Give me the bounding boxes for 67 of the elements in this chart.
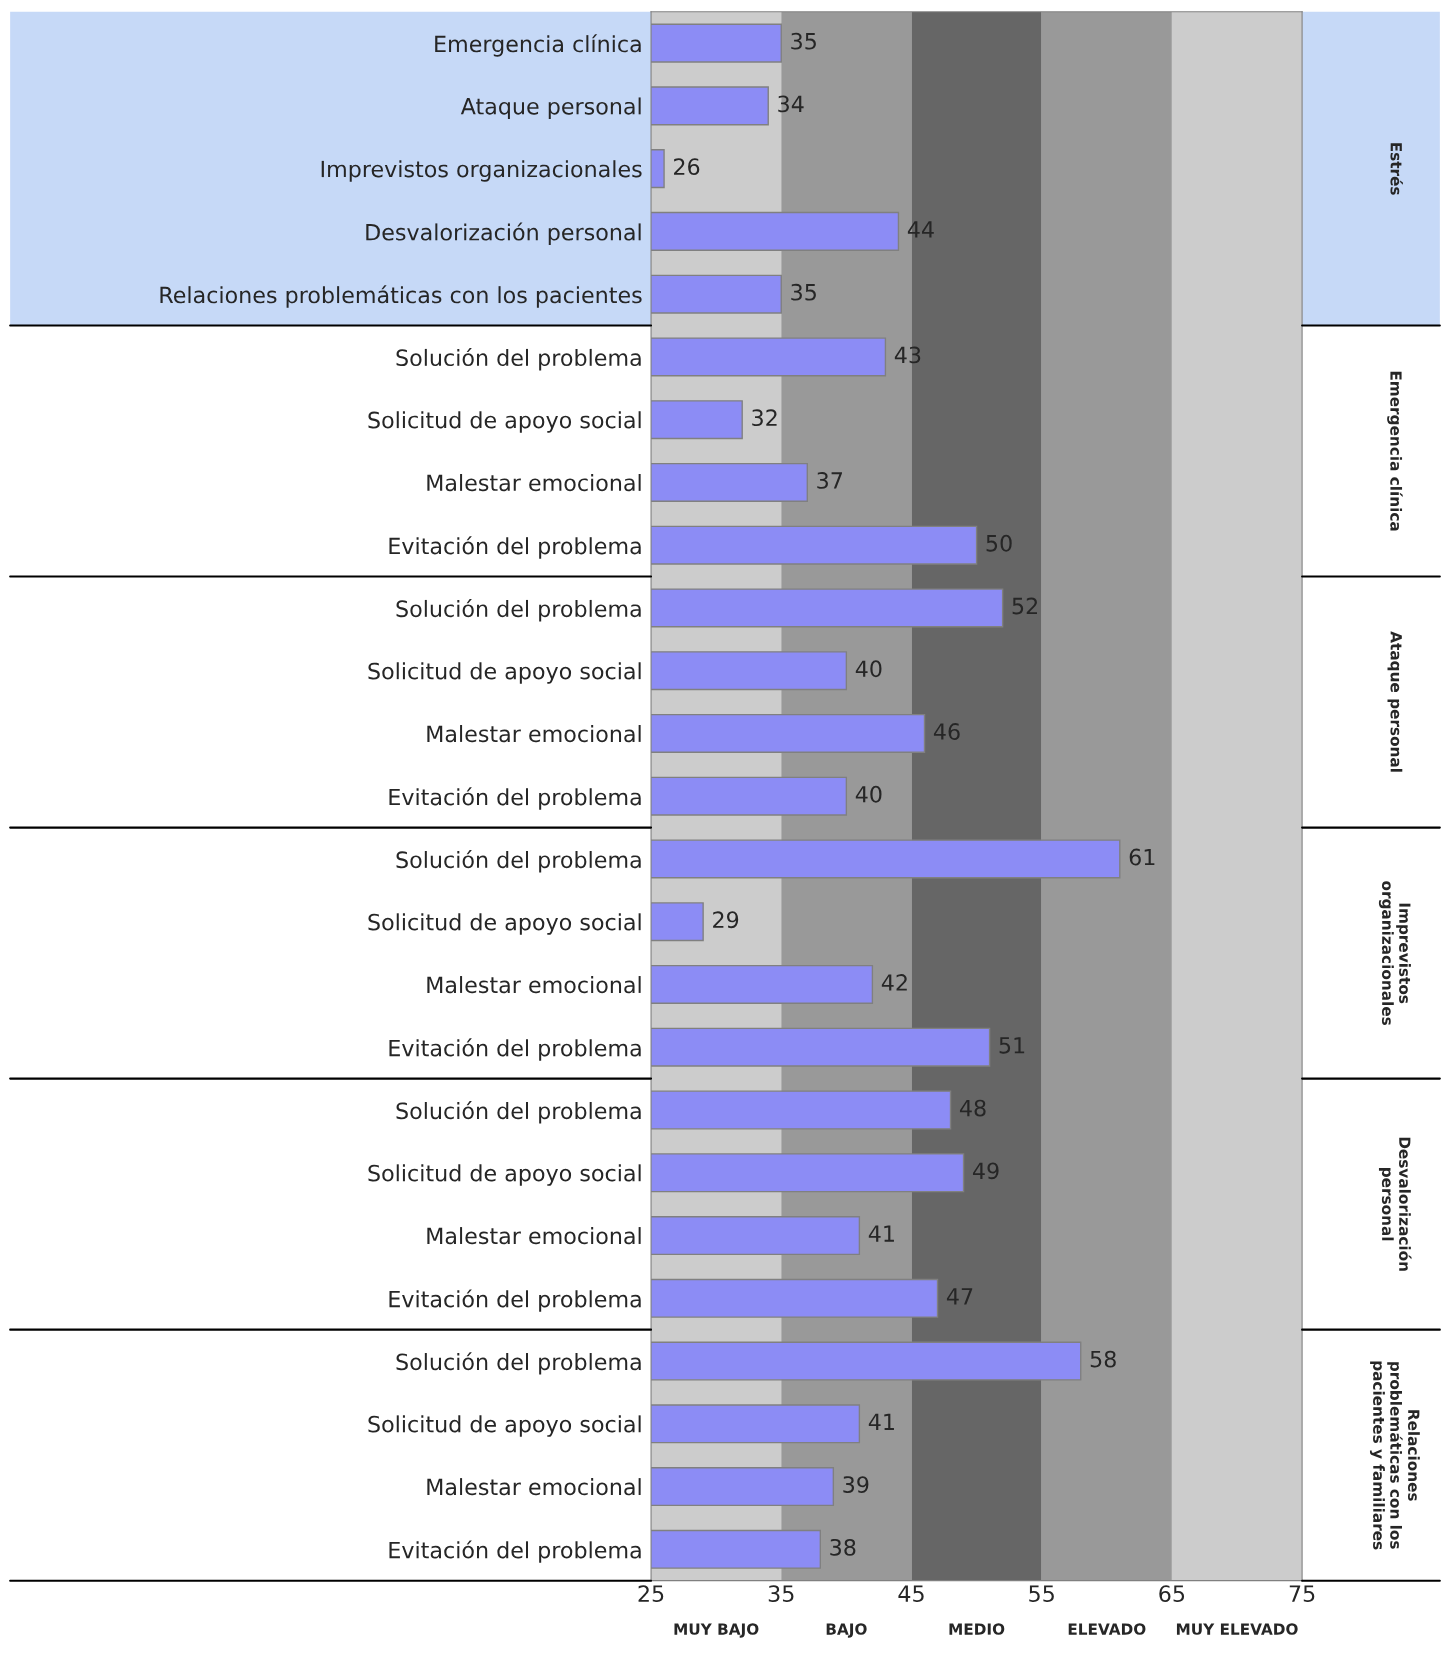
data-label: 61	[1129, 848, 1155, 866]
data-label: 40	[855, 785, 882, 803]
band-label: BAJO	[826, 1623, 867, 1638]
y-tick-label: Solicitud de apoyo social	[368, 662, 641, 684]
y-tick-label: Evitación del problema	[389, 1289, 641, 1312]
data-label: 38	[830, 1538, 856, 1556]
data-label: 42	[881, 974, 907, 991]
y-tick-label: Emergencia clínica	[435, 34, 641, 57]
data-label: 34	[778, 95, 804, 113]
data-label: 44	[907, 221, 934, 238]
x-tick-label: 45	[898, 1585, 924, 1603]
band-label: MEDIO	[949, 1623, 1005, 1635]
text: Estrés	[1390, 143, 1403, 195]
text: Ataque personal	[1387, 631, 1403, 772]
y-tick-label: Evitación del problema	[389, 536, 641, 559]
data-label: 47	[946, 1288, 973, 1305]
y-tick-label: Solución del problema	[396, 850, 641, 873]
text: Desvalorización personal	[1378, 1137, 1412, 1271]
data-label: 35	[791, 283, 816, 301]
y-tick-label: Malestar emocional	[427, 473, 641, 492]
y-tick-label: Evitación del problema	[389, 787, 641, 810]
y-tick-label: Imprevistos organizacionales	[321, 160, 642, 182]
y-tick-label: Malestar emocional	[427, 976, 641, 994]
x-tick-label: 55	[1029, 1585, 1054, 1603]
y-tick-label: Relaciones problemáticas con los pacientes	[160, 285, 642, 308]
data-label: 40	[855, 660, 882, 678]
data-label: 32	[752, 409, 777, 427]
data-label: 46	[933, 723, 960, 740]
y-tick-label: Solución del problema	[396, 348, 641, 371]
y-tick-label: Solución del problema	[396, 599, 641, 622]
data-label: 43	[894, 346, 921, 364]
x-tick-label: 25	[638, 1585, 664, 1603]
x-tick-label: 35	[768, 1585, 794, 1603]
data-label: 39	[843, 1476, 869, 1493]
text: Imprevistos organizacionales	[1378, 881, 1411, 1026]
text: Emergencia clínica	[1387, 371, 1403, 531]
band-label: ELEVADO	[1068, 1623, 1146, 1635]
y-tick-label: Desvalorización personal	[366, 222, 641, 245]
band-label: MUY BAJO	[674, 1623, 759, 1638]
y-tick-label: Ataque personal	[460, 97, 641, 119]
band-label: MUY ELEVADO	[1176, 1623, 1298, 1635]
y-tick-label: Solicitud de apoyo social	[368, 1415, 641, 1437]
data-label: 26	[674, 158, 700, 176]
y-tick-label: Malestar emocional	[427, 1478, 641, 1496]
y-tick-label: Solución del problema	[396, 1101, 641, 1124]
y-tick-label: Solución del problema	[396, 1352, 641, 1375]
x-tick-label: 65	[1159, 1585, 1185, 1603]
y-tick-label: Malestar emocional	[427, 725, 641, 743]
data-label: 41	[868, 1225, 894, 1242]
y-tick-label: Solicitud de apoyo social	[368, 1164, 641, 1186]
y-tick-label: Evitación del problema	[389, 1038, 641, 1061]
y-tick-label: Evitación del problema	[389, 1540, 641, 1563]
y-tick-label: Malestar emocional	[427, 1227, 641, 1245]
data-label: 51	[999, 1037, 1025, 1054]
data-label: 29	[713, 911, 739, 929]
text: Relaciones problemáticas con los pacientes y familiares	[1369, 1361, 1420, 1550]
data-label: 48	[959, 1099, 986, 1117]
data-label: 35	[791, 32, 816, 50]
y-tick-label: Solicitud de apoyo social	[368, 411, 641, 433]
data-label: 52	[1012, 597, 1037, 615]
data-label: 37	[817, 472, 843, 489]
data-label: 41	[868, 1413, 894, 1430]
data-label: 58	[1090, 1350, 1116, 1368]
data-label: 49	[972, 1162, 999, 1180]
data-label: 50	[986, 534, 1012, 552]
x-tick-label: 75	[1289, 1585, 1315, 1603]
y-tick-label: Solicitud de apoyo social	[368, 913, 641, 935]
